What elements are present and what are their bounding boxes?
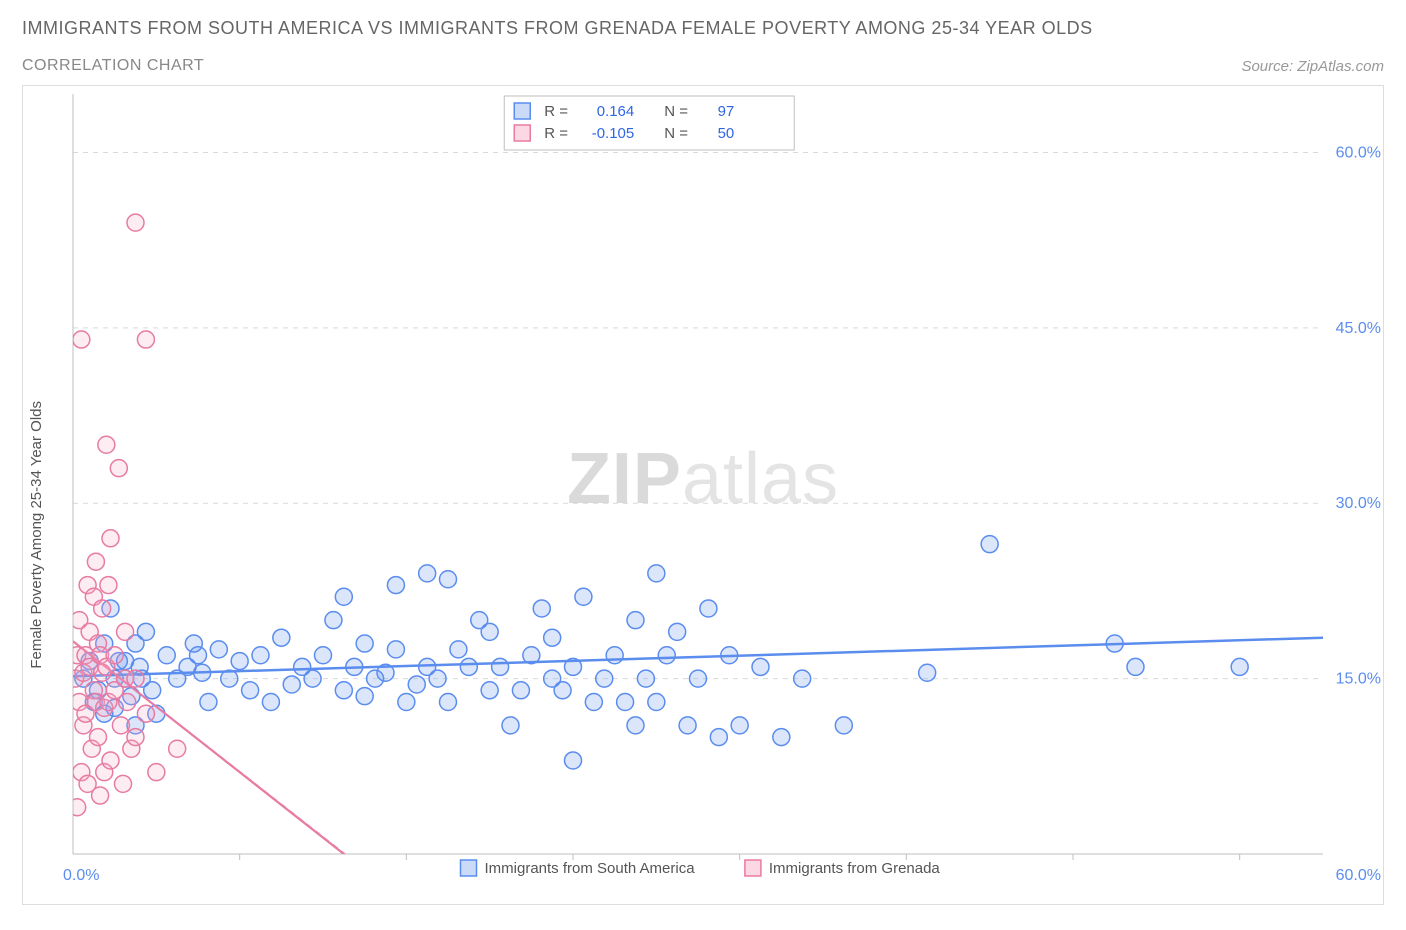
svg-text:Immigrants from Grenada: Immigrants from Grenada xyxy=(769,860,941,877)
chart-area: ZIPatlas 15.0%30.0%45.0%60.0%0.0%60.0%Fe… xyxy=(22,85,1384,905)
svg-text:N =: N = xyxy=(664,125,688,142)
svg-text:30.0%: 30.0% xyxy=(1336,495,1381,512)
chart-container: IMMIGRANTS FROM SOUTH AMERICA VS IMMIGRA… xyxy=(0,0,1406,930)
svg-text:50: 50 xyxy=(718,125,735,142)
chart-subtitle: CORRELATION CHART xyxy=(22,57,204,75)
svg-text:-0.105: -0.105 xyxy=(592,125,635,142)
svg-text:Female Poverty Among 25-34 Yea: Female Poverty Among 25-34 Year Olds xyxy=(28,401,45,669)
svg-text:60.0%: 60.0% xyxy=(1336,867,1381,884)
svg-text:N =: N = xyxy=(664,103,688,120)
svg-text:R =: R = xyxy=(544,103,568,120)
subtitle-row: CORRELATION CHART Source: ZipAtlas.com xyxy=(22,57,1384,75)
svg-text:0.164: 0.164 xyxy=(597,103,635,120)
svg-text:60.0%: 60.0% xyxy=(1336,144,1381,161)
scatter-chart-svg: 15.0% 30.0% 45.0% 60.0% 0.0% 60.0% Female Pove… xyxy=(23,86,1383,904)
svg-text:R =: R = xyxy=(544,125,568,142)
svg-text:97: 97 xyxy=(718,103,735,120)
source-label: Source: ZipAtlas.com xyxy=(1241,58,1384,75)
chart-title: IMMIGRANTS FROM SOUTH AMERICA VS IMMIGRA… xyxy=(22,18,1384,39)
svg-text:15.0%: 15.0% xyxy=(1336,671,1381,688)
svg-text:45.0%: 45.0% xyxy=(1336,320,1381,337)
svg-text:Immigrants from South America: Immigrants from South America xyxy=(485,860,696,877)
svg-text:0.0%: 0.0% xyxy=(63,867,99,884)
